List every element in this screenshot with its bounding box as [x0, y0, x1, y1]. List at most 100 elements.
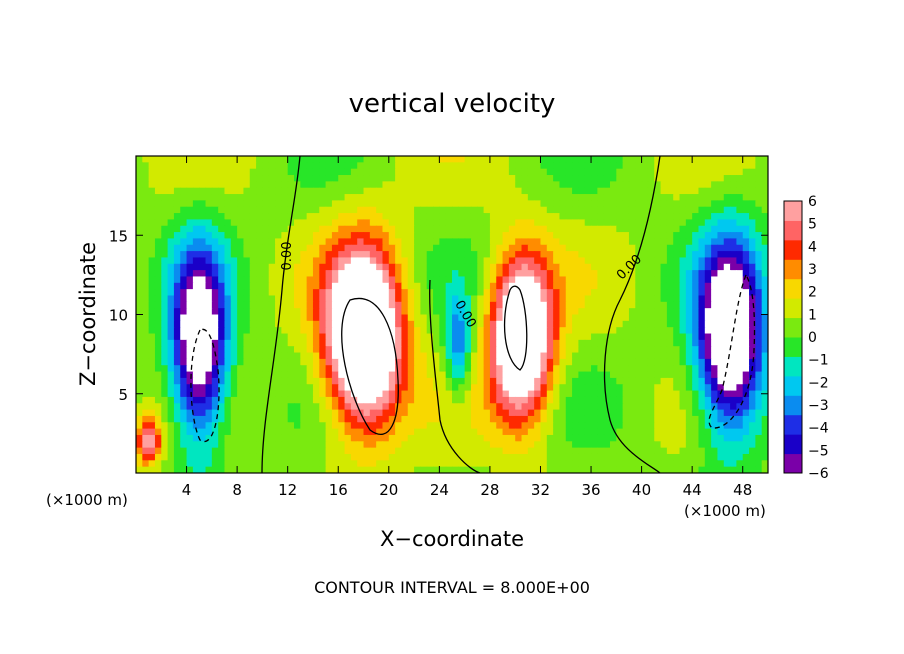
heatmap-cell — [730, 244, 737, 252]
heatmap-cell — [692, 384, 700, 392]
heatmap-cell — [685, 339, 693, 347]
heatmap-cell — [622, 422, 630, 430]
heatmap-cell — [578, 428, 586, 436]
heatmap-cell — [673, 181, 681, 189]
heatmap-cell — [458, 346, 466, 354]
heatmap-cell — [603, 447, 611, 455]
heatmap-cell — [205, 365, 213, 373]
heatmap-cell — [597, 187, 605, 195]
heatmap-cell — [376, 225, 384, 233]
heatmap-cell — [237, 238, 245, 246]
heatmap-cell — [730, 308, 737, 316]
heatmap-cell — [382, 301, 390, 309]
heatmap-cell — [622, 447, 630, 455]
heatmap-cell — [199, 434, 207, 442]
heatmap-cell — [654, 352, 662, 360]
heatmap-cell — [136, 365, 143, 373]
heatmap-cell — [736, 320, 744, 328]
heatmap-cell — [470, 295, 478, 303]
heatmap-cell — [698, 371, 706, 379]
heatmap-cell — [641, 308, 649, 316]
heatmap-cell — [521, 447, 529, 455]
heatmap-cell — [154, 377, 162, 385]
heatmap-cell — [382, 377, 390, 385]
heatmap-cell — [572, 187, 579, 195]
heatmap-cell — [749, 371, 756, 379]
heatmap-cell — [357, 371, 365, 379]
heatmap-cell — [559, 314, 567, 322]
heatmap-cell — [489, 156, 497, 163]
heatmap-cell — [749, 384, 756, 392]
heatmap-cell — [357, 156, 365, 163]
heatmap-cell — [578, 301, 586, 309]
heatmap-cell — [534, 377, 542, 385]
heatmap-cell — [515, 403, 523, 411]
heatmap-cell — [230, 441, 238, 449]
heatmap-cell — [294, 441, 301, 449]
heatmap-cell — [628, 314, 636, 322]
heatmap-cell — [654, 232, 662, 240]
heatmap-cell — [256, 263, 263, 271]
heatmap-cell — [622, 428, 630, 436]
heatmap-cell — [654, 276, 662, 284]
heatmap-cell — [218, 346, 226, 354]
heatmap-cell — [426, 447, 434, 455]
heatmap-cell — [736, 428, 744, 436]
heatmap-cell — [761, 206, 768, 214]
heatmap-cell — [192, 358, 200, 366]
heatmap-cell — [300, 365, 308, 373]
heatmap-cell — [496, 168, 504, 176]
heatmap-cell — [205, 213, 213, 220]
heatmap-cell — [477, 396, 485, 404]
heatmap-cell — [578, 403, 586, 411]
heatmap-cell — [654, 466, 662, 473]
heatmap-cell — [723, 257, 731, 265]
heatmap-cell — [312, 263, 320, 271]
heatmap-cell — [489, 187, 497, 195]
heatmap-cell — [439, 276, 447, 284]
heatmap-cell — [395, 466, 403, 473]
heatmap-cell — [698, 282, 706, 290]
heatmap-cell — [692, 263, 700, 271]
heatmap-cell — [540, 333, 548, 341]
heatmap-cell — [610, 339, 617, 347]
heatmap-cell — [312, 460, 320, 468]
heatmap-cell — [521, 327, 529, 335]
heatmap-cell — [433, 453, 440, 461]
heatmap-cell — [312, 314, 320, 322]
heatmap-cell — [761, 415, 768, 423]
heatmap-cell — [730, 428, 737, 436]
heatmap-cell — [319, 194, 327, 201]
heatmap-cell — [489, 365, 497, 373]
heatmap-cell — [534, 453, 542, 461]
heatmap-cell — [357, 422, 365, 430]
heatmap-cell — [527, 276, 535, 284]
heatmap-cell — [275, 460, 282, 468]
heatmap-cell — [230, 244, 238, 252]
heatmap-cell — [186, 434, 194, 442]
heatmap-cell — [199, 384, 207, 392]
heatmap-cell — [142, 175, 150, 182]
heatmap-cell — [388, 352, 396, 360]
heatmap-cell — [698, 289, 706, 297]
heatmap-cell — [565, 282, 573, 290]
heatmap-cell — [521, 422, 529, 430]
heatmap-cell — [673, 415, 681, 423]
heatmap-cell — [527, 358, 535, 366]
heatmap-cell — [647, 434, 655, 442]
heatmap-cell — [508, 422, 516, 430]
heatmap-cell — [559, 403, 567, 411]
heatmap-cell — [660, 428, 668, 436]
heatmap-cell — [357, 206, 365, 214]
heatmap-cell — [622, 206, 630, 214]
heatmap-cell — [470, 251, 478, 259]
heatmap-cell — [192, 213, 200, 220]
heatmap-cell — [369, 232, 377, 240]
heatmap-cell — [452, 213, 459, 220]
heatmap-cell — [414, 333, 421, 341]
heatmap-cell — [148, 289, 156, 297]
heatmap-cell — [489, 428, 497, 436]
heatmap-cell — [673, 200, 681, 208]
heatmap-cell — [603, 295, 611, 303]
heatmap-cell — [363, 206, 371, 214]
